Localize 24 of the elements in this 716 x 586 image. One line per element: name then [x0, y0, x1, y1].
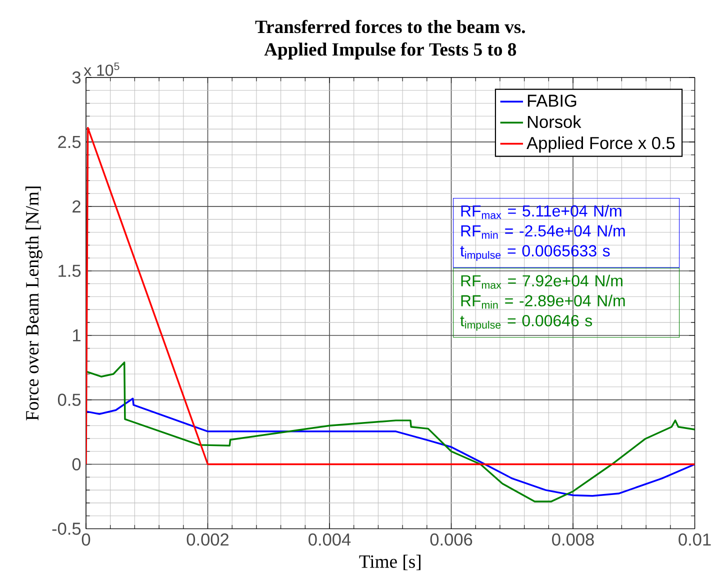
y-tick-label: 0.5	[58, 394, 81, 406]
y-axis-title: Force over Beam Length [N/m]	[25, 186, 42, 420]
y-tick-label: 1.5	[58, 264, 81, 277]
x-tick-label: 0.01	[678, 533, 711, 546]
x-tick-label: 0.008	[552, 533, 594, 546]
x-tick-label: 0.004	[308, 533, 351, 546]
legend-label: Norsok	[528, 115, 582, 128]
line-series	[86, 361, 695, 502]
y-tick-label: 0	[72, 458, 81, 470]
y-tick-label: 2	[72, 200, 80, 212]
y-tick-label: 1	[73, 329, 80, 342]
x-axis-title: Time [s]	[359, 554, 420, 570]
x-tick-label: 0.002	[186, 533, 228, 546]
annotation: t$_{impulse}$ = 0.00646 s	[460, 314, 592, 331]
y-tick-label: -0.5	[52, 522, 81, 535]
legend-label: Applied Force x 0.5	[526, 136, 675, 153]
x-tick-label: 0.006	[430, 533, 472, 546]
x-tick-label: 0	[82, 533, 90, 546]
y-tick-label: 2.5	[58, 136, 81, 148]
text: x 10$^{5}$	[84, 62, 120, 76]
y-tick-label: 3	[72, 71, 81, 84]
legend-label: FABIG	[528, 94, 576, 107]
line-series	[86, 398, 695, 497]
chart-title: Transferred forces to the beam vs. Applied Impulse for Tests 5 to 8	[255, 20, 525, 60]
